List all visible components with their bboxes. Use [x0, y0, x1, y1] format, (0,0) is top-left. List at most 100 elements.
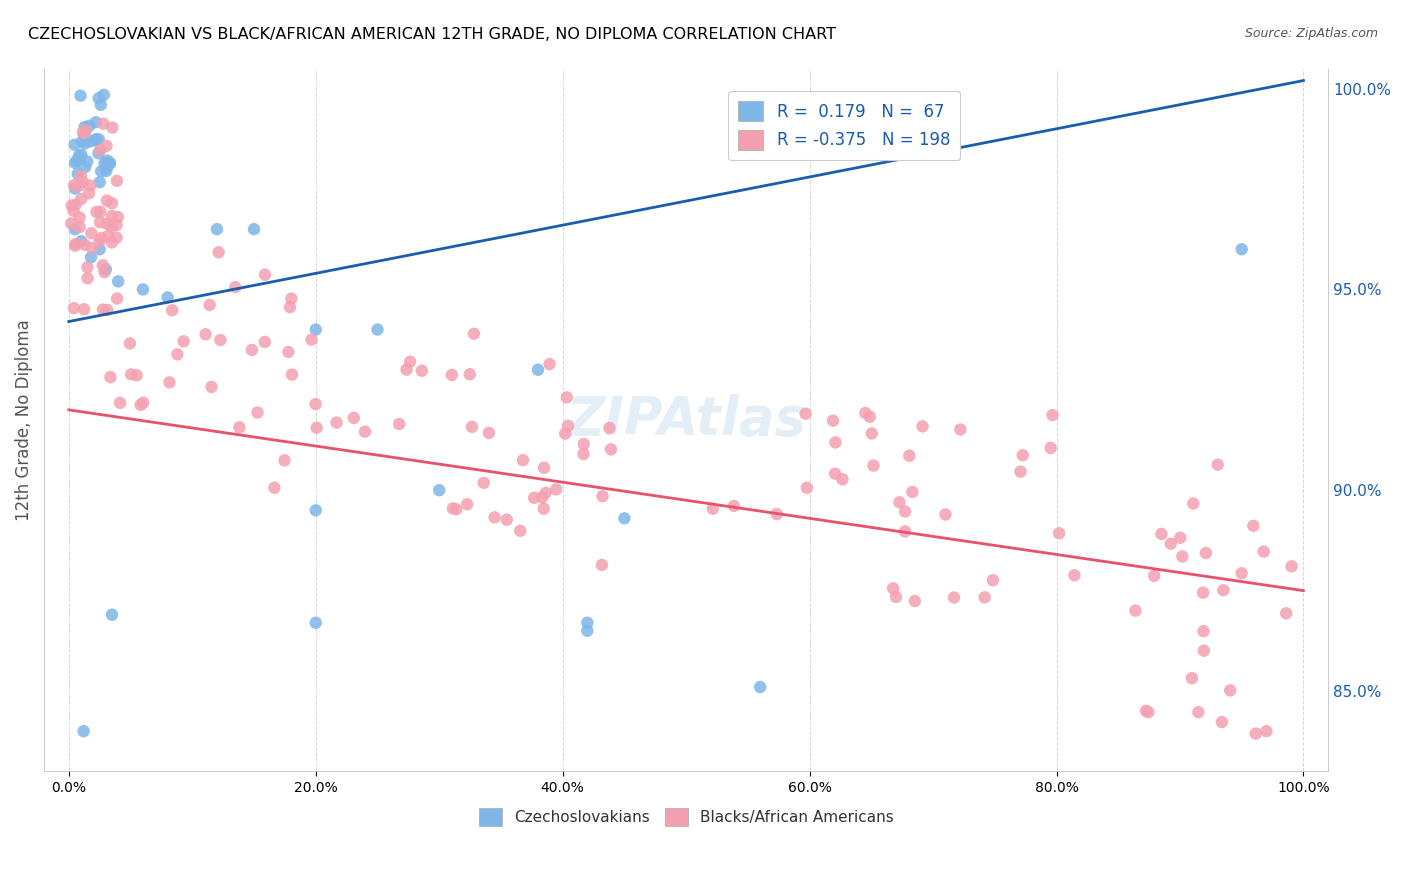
Point: [1281, 559, 1303, 574]
Point: [125, 368, 148, 383]
Point: [859, 409, 882, 424]
Point: [591, 558, 613, 572]
Point: [70, 148, 93, 162]
Point: [63, 222, 86, 236]
Point: [366, 322, 388, 336]
Point: [557, 418, 579, 433]
Point: [495, 513, 517, 527]
Point: [243, 222, 266, 236]
Point: [70, 192, 93, 206]
Point: [129, 398, 152, 412]
Point: [80, 226, 103, 240]
Point: [89, 242, 111, 256]
Point: [1181, 671, 1204, 685]
Point: [546, 483, 568, 497]
Point: [862, 458, 884, 473]
Point: [108, 396, 131, 410]
Point: [354, 425, 377, 439]
Point: [472, 475, 495, 490]
Point: [72, 125, 94, 139]
Point: [87, 132, 110, 146]
Point: [1256, 724, 1278, 739]
Point: [76, 260, 98, 275]
Point: [446, 502, 468, 516]
Point: [89, 235, 111, 249]
Point: [65, 198, 87, 212]
Point: [84, 134, 107, 148]
Point: [534, 485, 557, 500]
Point: [1039, 441, 1062, 455]
Point: [96, 217, 118, 231]
Point: [949, 423, 972, 437]
Point: [160, 303, 183, 318]
Point: [70, 234, 93, 248]
Point: [1192, 643, 1215, 657]
Point: [1143, 568, 1166, 582]
Point: [934, 508, 956, 522]
Point: [253, 334, 276, 349]
Point: [63, 238, 86, 252]
Point: [576, 615, 599, 630]
Point: [749, 680, 772, 694]
Point: [456, 497, 478, 511]
Point: [205, 222, 228, 236]
Point: [94, 262, 117, 277]
Point: [159, 376, 181, 390]
Point: [1168, 531, 1191, 545]
Point: [105, 218, 128, 232]
Point: [702, 501, 724, 516]
Point: [75, 123, 97, 137]
Point: [73, 237, 96, 252]
Point: [98, 156, 121, 170]
Point: [105, 230, 128, 244]
Point: [89, 204, 111, 219]
Point: [89, 175, 111, 189]
Point: [73, 120, 96, 134]
Point: [73, 126, 96, 140]
Point: [1244, 726, 1267, 740]
Point: [70, 134, 93, 148]
Point: [305, 322, 328, 336]
Point: [96, 194, 118, 208]
Point: [305, 615, 328, 630]
Point: [273, 453, 295, 467]
Point: [533, 501, 555, 516]
Point: [531, 491, 554, 505]
Point: [198, 298, 221, 312]
Point: [200, 380, 222, 394]
Point: [1195, 546, 1218, 560]
Point: [67, 149, 90, 163]
Point: [97, 229, 120, 244]
Point: [973, 591, 995, 605]
Point: [723, 499, 745, 513]
Point: [101, 209, 124, 223]
Point: [94, 161, 117, 175]
Point: [831, 472, 853, 486]
Point: [527, 363, 550, 377]
Point: [399, 354, 422, 368]
Point: [224, 280, 246, 294]
Point: [1137, 705, 1160, 719]
Point: [76, 154, 98, 169]
Point: [93, 117, 115, 131]
Point: [1010, 465, 1032, 479]
Point: [69, 219, 91, 234]
Point: [69, 178, 91, 193]
Point: [79, 178, 101, 193]
Point: [1160, 536, 1182, 550]
Point: [1192, 585, 1215, 599]
Point: [207, 245, 229, 260]
Point: [91, 302, 114, 317]
Point: [325, 416, 347, 430]
Point: [253, 268, 276, 282]
Point: [90, 98, 112, 112]
Point: [509, 524, 531, 538]
Point: [118, 336, 141, 351]
Point: [77, 186, 100, 201]
Point: [478, 425, 501, 440]
Point: [794, 407, 817, 421]
Point: [86, 205, 108, 219]
Point: [84, 132, 107, 146]
Point: [80, 241, 103, 255]
Point: [63, 178, 86, 193]
